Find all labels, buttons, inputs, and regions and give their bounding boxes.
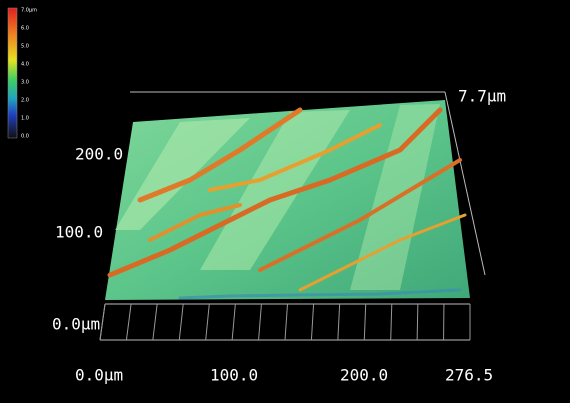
colorbar-label: 2.0 [21,98,29,104]
z-label: 7.7μm [458,87,506,106]
x-label: 100.0 [210,366,258,385]
y-label: 100.0 [55,223,103,242]
y-label: 0.0μm [52,315,100,334]
base-tick [417,304,418,340]
colorbar-label: 7.0μm [21,8,37,14]
colorbar-label: 1.0 [21,116,29,122]
colorbar-label: 5.0 [21,44,29,50]
colorbar-gradient [8,8,17,138]
x-label: 0.0μm [75,366,123,385]
x-label: 276.5 [445,366,493,385]
colorbar-label: 0.0 [21,134,29,140]
surface [105,100,470,300]
colorbar-label: 6.0 [21,26,29,32]
colorbar-label: 3.0 [21,80,29,86]
surface-view: 7.0μm 6.0 5.0 4.0 3.0 2.0 1.0 0.0 7.7μm 200.0 1… [0,0,570,403]
colorbar-label: 4.0 [21,62,29,68]
x-label: 200.0 [340,366,388,385]
y-label: 200.0 [75,145,123,164]
